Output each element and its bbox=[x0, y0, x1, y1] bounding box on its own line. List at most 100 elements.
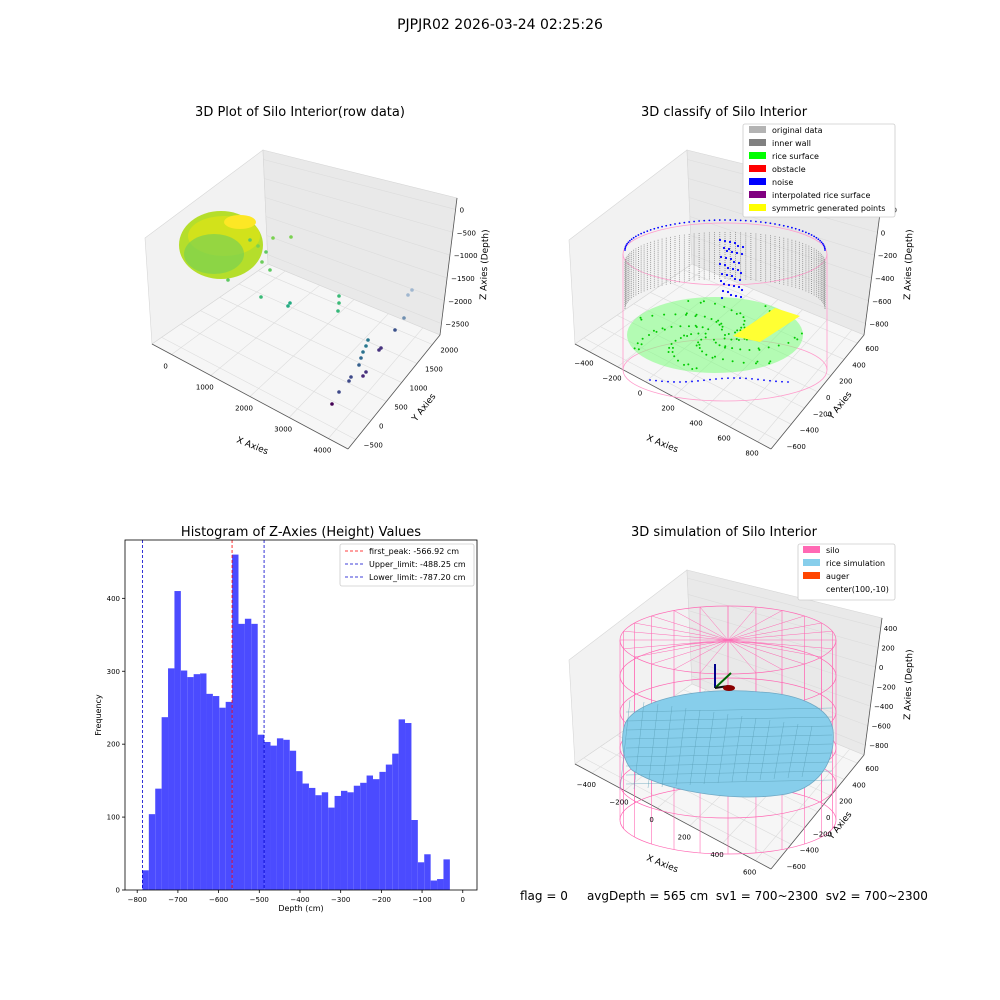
rice-surface-point bbox=[702, 300, 705, 303]
silo-roof-spoke bbox=[651, 639, 729, 665]
histogram-x-label: Depth (cm) bbox=[278, 904, 323, 913]
raw-scatter-point bbox=[406, 293, 410, 297]
silo-roof-spoke bbox=[727, 639, 822, 658]
noise-point bbox=[763, 379, 765, 382]
rice-surface-point bbox=[641, 337, 644, 340]
rice-surface-point bbox=[633, 347, 636, 350]
rice-surface-point bbox=[667, 351, 670, 354]
rice-surface-point bbox=[705, 353, 708, 356]
raw-3d-z-label: Z Axies (Depth) bbox=[479, 229, 491, 300]
gridline bbox=[584, 758, 779, 862]
raw-scatter-point bbox=[364, 344, 368, 348]
histogram-legend: first_peak: -566.92 cm Upper_limit: -488.… bbox=[339, 543, 475, 587]
mesh-line bbox=[787, 723, 799, 779]
rice-surface-point bbox=[756, 360, 759, 363]
noise-point bbox=[718, 262, 722, 266]
noise-point bbox=[769, 379, 771, 382]
noise-point bbox=[697, 380, 699, 382]
wall-top-noise-point bbox=[669, 223, 672, 226]
histogram-bar bbox=[411, 820, 418, 890]
noise-point bbox=[721, 377, 723, 380]
wall-top-noise-point bbox=[625, 244, 628, 247]
wall-top-noise-point bbox=[626, 242, 629, 245]
y-tick-label: 200 bbox=[839, 378, 852, 386]
gridline bbox=[200, 310, 387, 402]
legend-swatch bbox=[749, 139, 766, 146]
legend-label: auger bbox=[826, 572, 850, 581]
rice-surface-point bbox=[730, 338, 733, 341]
noise-point bbox=[731, 267, 735, 271]
silo-roof-spoke bbox=[727, 639, 757, 674]
wall-top-noise-point bbox=[637, 234, 640, 236]
auger-axis-y bbox=[714, 672, 732, 689]
wall-top-noise-point bbox=[813, 235, 816, 238]
rice-surface-point bbox=[787, 341, 790, 344]
classify-3d-inner-wall bbox=[624, 219, 826, 310]
z-tick-label: −1500 bbox=[451, 275, 475, 283]
histogram-bar bbox=[251, 623, 258, 890]
raw-scatter-point bbox=[393, 328, 397, 332]
wall-top-noise-point bbox=[749, 220, 752, 222]
raw-scatter-point bbox=[289, 235, 293, 239]
raw-scatter-point bbox=[337, 294, 341, 298]
rice-surface-point bbox=[731, 360, 734, 363]
panel-simulation-3d: 3D simulation of Silo Interior −400 −200 0… bbox=[568, 525, 915, 876]
wall-top-noise-point bbox=[703, 219, 706, 222]
noise-point bbox=[739, 271, 743, 275]
wall-top-noise-point bbox=[624, 245, 627, 248]
rice-surface-point bbox=[714, 341, 717, 344]
y-tick-label: −600 bbox=[787, 863, 806, 871]
noise-point bbox=[787, 381, 789, 383]
wall-top-noise-point bbox=[764, 221, 767, 224]
mesh-line bbox=[717, 713, 729, 784]
rice-surface-point bbox=[727, 333, 730, 336]
noise-point bbox=[723, 239, 727, 243]
noise-point bbox=[723, 263, 727, 267]
noise-point bbox=[649, 379, 651, 381]
rice-surface-point bbox=[671, 346, 674, 349]
rice-surface-point bbox=[674, 313, 677, 316]
wall-top-noise-point bbox=[634, 235, 637, 238]
histogram-bar bbox=[289, 750, 297, 890]
y-tick-label: 0 bbox=[379, 423, 383, 431]
wall-top-noise-point bbox=[823, 247, 826, 250]
gridline bbox=[249, 299, 355, 397]
raw-3d-x-label: X Axies bbox=[235, 436, 270, 458]
rice-surface-point bbox=[699, 301, 702, 304]
wall-top-noise-point bbox=[822, 244, 825, 247]
legend-swatch bbox=[803, 546, 820, 553]
noise-point bbox=[718, 238, 722, 242]
legend-label: obstacle bbox=[772, 165, 806, 174]
rice-surface-point bbox=[721, 358, 724, 361]
legend-label: original data bbox=[772, 126, 823, 135]
rice-surface-point bbox=[697, 341, 700, 344]
y-tick-label: −200 bbox=[813, 410, 832, 418]
wall-top-noise-point bbox=[724, 219, 726, 221]
y-tick-label: 0 bbox=[826, 814, 830, 822]
histogram-bar bbox=[308, 787, 316, 890]
histogram-bar bbox=[417, 862, 425, 890]
mesh-line bbox=[801, 725, 813, 778]
z-tick-label: −2500 bbox=[445, 321, 469, 329]
noise-point bbox=[740, 252, 744, 256]
histogram-bar bbox=[155, 788, 162, 890]
wall-top-noise-point bbox=[646, 230, 649, 233]
mesh-line bbox=[647, 703, 659, 789]
wall-top-noise-point bbox=[729, 219, 732, 221]
legend-swatch bbox=[803, 572, 820, 579]
wall-top-noise-point bbox=[782, 224, 785, 227]
histogram-bar bbox=[168, 668, 175, 890]
wall-top-noise-point bbox=[643, 231, 645, 234]
gridline bbox=[265, 216, 448, 279]
noise-point bbox=[751, 377, 753, 380]
histogram-bar bbox=[212, 696, 220, 890]
noise-point bbox=[667, 380, 669, 383]
silo-roof-spoke bbox=[699, 606, 729, 641]
y-tick-label: 400 bbox=[852, 781, 865, 789]
classify-3d-legend: original data inner wall rice surface obsta… bbox=[742, 123, 896, 218]
legend-label: Upper_limit: -488.25 cm bbox=[369, 560, 466, 569]
raw-scatter-point bbox=[259, 295, 263, 299]
z-tick-label: −500 bbox=[457, 229, 476, 237]
y-tick-label: 1500 bbox=[425, 366, 443, 374]
rice-surface-point bbox=[691, 368, 694, 371]
